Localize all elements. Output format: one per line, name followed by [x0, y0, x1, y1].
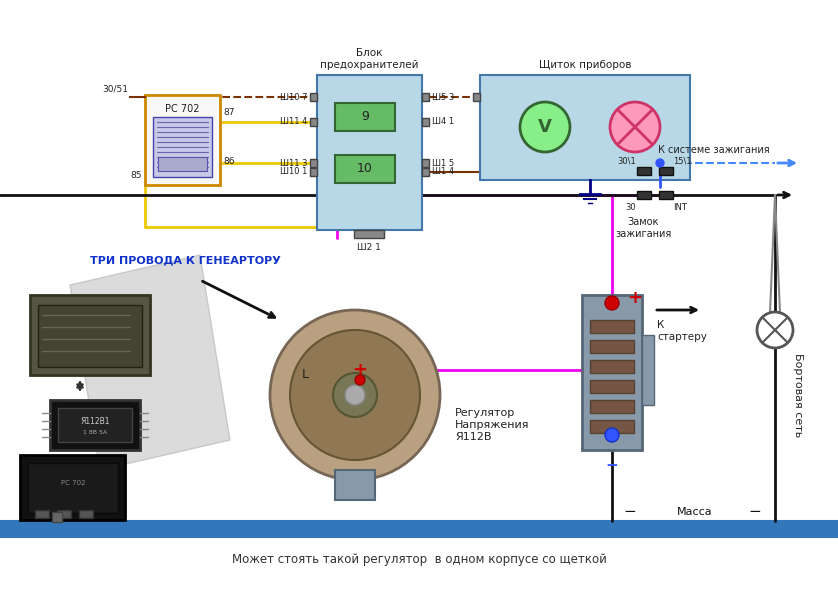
Circle shape	[355, 375, 365, 385]
Text: +: +	[353, 361, 368, 379]
Text: 87: 87	[223, 108, 235, 117]
Bar	[637, 167, 651, 175]
Bar	[153, 117, 212, 177]
Bar	[582, 295, 642, 450]
Bar	[28, 463, 118, 513]
Bar	[590, 380, 634, 393]
Text: 1 8В 5А: 1 8В 5А	[83, 429, 107, 435]
Text: Регулятор
Напряжения
Я112В: Регулятор Напряжения Я112В	[455, 408, 530, 442]
Text: 30\1: 30\1	[618, 156, 636, 165]
Bar	[145, 95, 220, 185]
Text: РС 702: РС 702	[165, 104, 199, 114]
Text: Ш1 4: Ш1 4	[432, 168, 454, 177]
Text: −: −	[623, 504, 636, 519]
Circle shape	[610, 102, 660, 152]
Bar	[480, 75, 690, 180]
Polygon shape	[70, 255, 230, 470]
Text: −: −	[606, 458, 618, 473]
Bar	[422, 93, 429, 101]
Bar	[590, 360, 634, 373]
Text: Я112В1: Я112В1	[80, 417, 110, 426]
Text: Ш10 7: Ш10 7	[280, 93, 307, 101]
Text: Замок
зажигания: Замок зажигания	[615, 217, 671, 239]
Bar	[158, 157, 207, 171]
Bar	[58, 408, 132, 442]
Bar	[473, 93, 480, 101]
Bar	[422, 168, 429, 176]
Circle shape	[605, 296, 619, 310]
Text: L: L	[302, 368, 308, 381]
Text: Ш5 3: Ш5 3	[432, 93, 454, 101]
Bar	[590, 340, 634, 353]
Bar	[35, 510, 49, 518]
Bar	[659, 167, 673, 175]
Bar	[590, 320, 634, 333]
Text: 30/51: 30/51	[102, 85, 128, 94]
Text: Масса: Масса	[677, 507, 713, 517]
Text: Блок
предохранителей: Блок предохранителей	[320, 48, 419, 70]
Text: Может стоять такой регулятор  в одном корпусе со щеткой: Может стоять такой регулятор в одном кор…	[231, 553, 607, 567]
Text: V: V	[538, 118, 552, 136]
Bar	[38, 305, 142, 367]
Bar	[310, 93, 317, 101]
Text: 86: 86	[223, 157, 235, 166]
Bar	[637, 191, 651, 199]
Text: Ш10 1: Ш10 1	[280, 168, 307, 177]
Text: 15\1: 15\1	[673, 156, 691, 165]
Text: 85: 85	[131, 171, 142, 180]
Circle shape	[757, 312, 793, 348]
Bar	[422, 159, 429, 167]
Text: К
стартеру: К стартеру	[657, 320, 707, 341]
Bar	[317, 75, 422, 230]
Bar	[30, 295, 150, 375]
Bar	[642, 335, 654, 405]
Bar	[335, 155, 395, 183]
Text: +: +	[627, 289, 642, 307]
Text: РС 702: РС 702	[60, 480, 85, 486]
Text: Ш11 3: Ш11 3	[280, 158, 307, 168]
Text: Ш11 4: Ш11 4	[280, 118, 307, 127]
Text: Ш4 1: Ш4 1	[432, 118, 454, 127]
Bar	[659, 191, 673, 199]
Bar	[590, 420, 634, 433]
Bar	[79, 510, 93, 518]
Text: Ш1 5: Ш1 5	[432, 158, 454, 168]
Bar	[57, 510, 71, 518]
Text: INT: INT	[673, 203, 687, 212]
Circle shape	[520, 102, 570, 152]
Circle shape	[656, 159, 664, 167]
Text: 10: 10	[357, 162, 373, 176]
Bar	[422, 118, 429, 126]
Text: 9: 9	[361, 110, 369, 124]
Bar	[20, 455, 125, 520]
Bar	[354, 230, 384, 238]
Circle shape	[290, 330, 420, 460]
Circle shape	[270, 310, 440, 480]
Circle shape	[345, 385, 365, 405]
Bar	[52, 512, 62, 522]
Text: 30: 30	[625, 203, 636, 212]
Circle shape	[333, 373, 377, 417]
Bar	[310, 159, 317, 167]
Bar	[50, 400, 140, 450]
Text: Ш2 1: Ш2 1	[357, 244, 381, 253]
Bar	[310, 118, 317, 126]
Text: ТРИ ПРОВОДА К ГЕНЕАРТОРУ: ТРИ ПРОВОДА К ГЕНЕАРТОРУ	[90, 255, 281, 265]
Bar	[335, 103, 395, 131]
Text: К системе зажигания: К системе зажигания	[659, 145, 770, 155]
Bar	[590, 400, 634, 413]
Bar	[0, 521, 838, 537]
Text: Щиток приборов: Щиток приборов	[539, 60, 631, 70]
Bar	[335, 470, 375, 500]
Text: Бортовая сеть: Бортовая сеть	[793, 353, 803, 437]
Bar	[310, 168, 317, 176]
Text: −: −	[748, 504, 762, 519]
Circle shape	[605, 428, 619, 442]
